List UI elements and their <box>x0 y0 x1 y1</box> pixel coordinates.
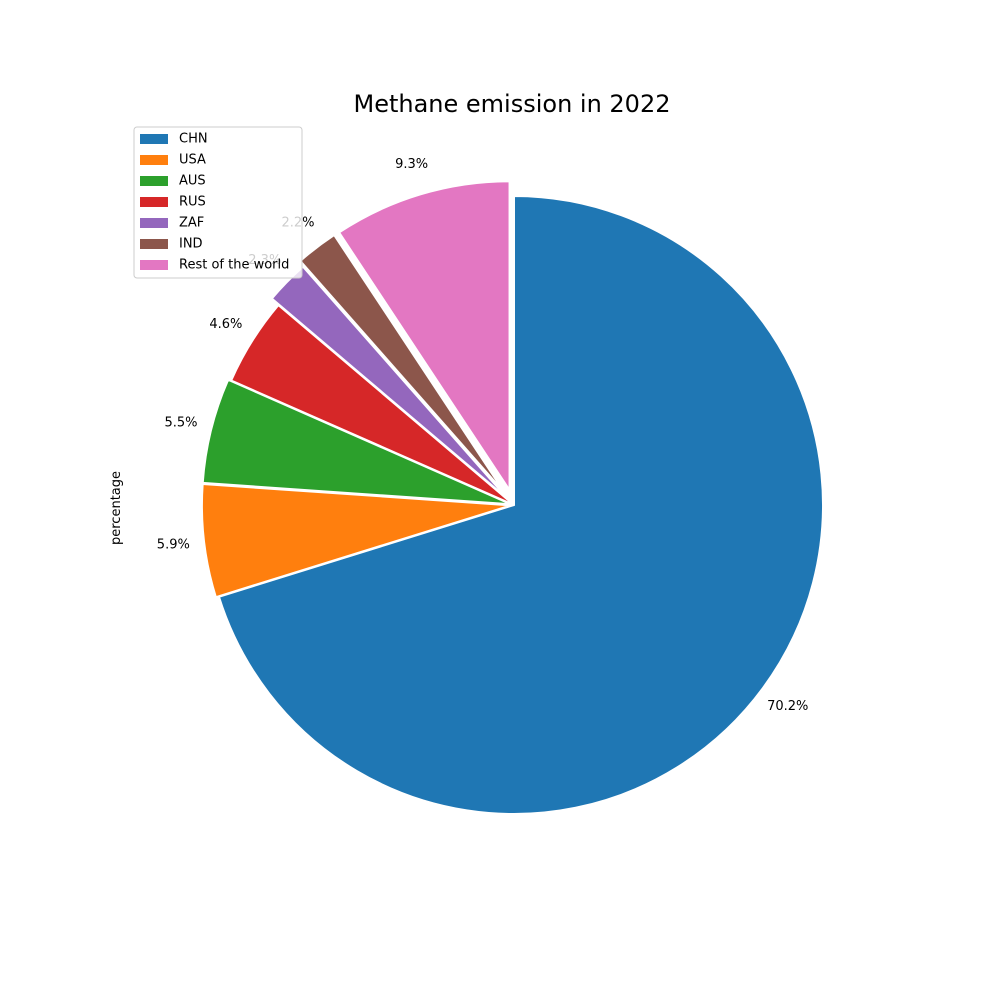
legend-label-ind: IND <box>179 237 203 252</box>
legend-swatch-usa <box>140 155 168 165</box>
pct-label-chn: 70.2% <box>767 699 808 714</box>
legend-swatch-rus <box>140 197 168 207</box>
pct-label-aus: 5.5% <box>164 415 197 430</box>
legend-label-chn: CHN <box>179 132 208 147</box>
pie-slice-usa <box>201 483 512 599</box>
legend-label-aus: AUS <box>179 174 206 189</box>
pie-slice-rest-of-the-world <box>338 180 511 492</box>
legend-swatch-aus <box>140 176 168 186</box>
chart-title: Methane emission in 2022 <box>353 90 670 118</box>
legend: CHN USA AUS RUS ZAF IND Rest of the world <box>133 126 303 279</box>
legend-label-zaf: ZAF <box>179 216 204 231</box>
legend-label-rus: RUS <box>179 195 206 210</box>
pie-slice-zaf <box>270 265 509 500</box>
pct-label-rest-of-the-world: 9.3% <box>395 157 428 172</box>
pie-slice-chn <box>217 195 824 815</box>
pie-slice-aus <box>201 378 512 506</box>
pct-label-usa: 5.9% <box>157 537 190 552</box>
legend-label-usa: USA <box>179 153 206 168</box>
y-axis-label: percentage <box>109 471 124 545</box>
legend-label-rest-of-the-world: Rest of the world <box>179 258 289 273</box>
legend-swatch-rest-of-the-world <box>140 260 168 270</box>
legend-items: CHN USA AUS RUS ZAF IND Rest of the world <box>140 132 289 273</box>
legend-swatch-zaf <box>140 218 168 228</box>
pie-slices <box>201 180 824 815</box>
pct-label-rus: 4.6% <box>209 317 242 332</box>
legend-swatch-chn <box>140 134 168 144</box>
legend-swatch-ind <box>140 239 168 249</box>
legend-frame <box>133 126 303 279</box>
